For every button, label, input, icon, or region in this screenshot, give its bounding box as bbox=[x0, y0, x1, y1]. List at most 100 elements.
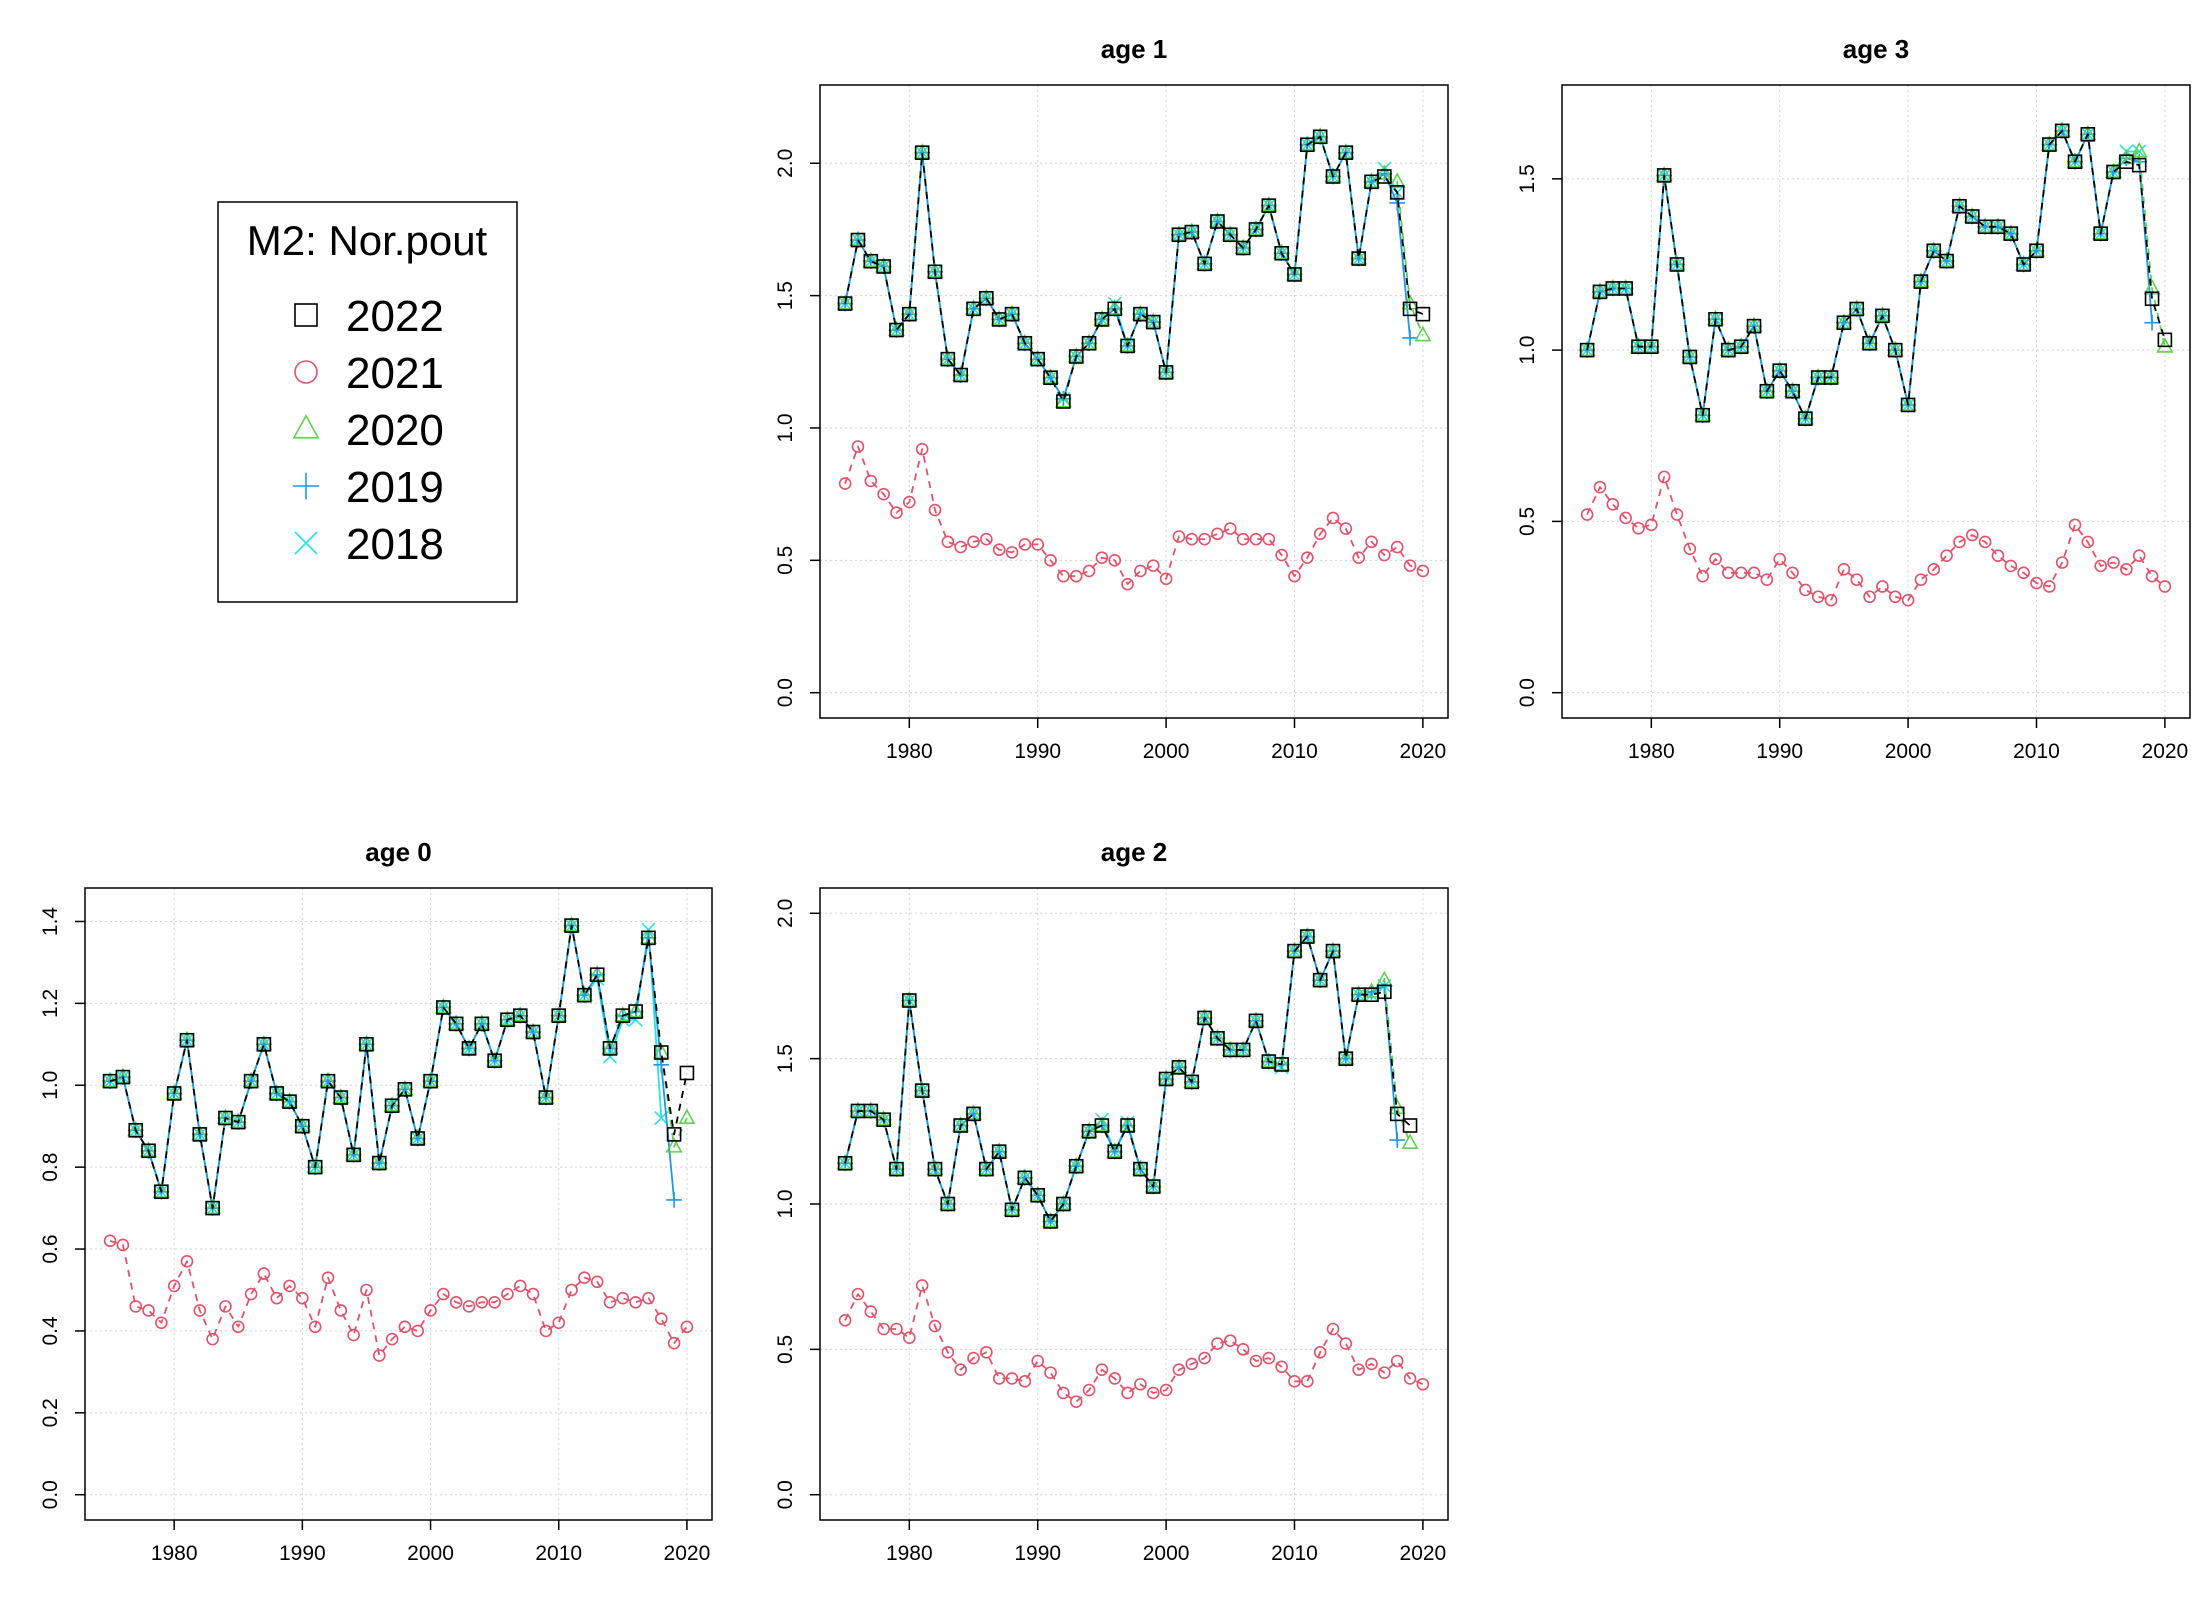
data-point-2022 bbox=[423, 1073, 438, 1089]
data-point-2022 bbox=[641, 930, 656, 946]
data-point-2021 bbox=[915, 1279, 929, 1292]
data-point-2020 bbox=[178, 1030, 196, 1047]
data-point-2021 bbox=[851, 440, 865, 453]
data-point-2022 bbox=[1759, 383, 1775, 399]
data-point-2021 bbox=[1953, 535, 1966, 549]
data-point-2021 bbox=[1211, 1337, 1224, 1350]
x-tick-label: 2000 bbox=[1885, 740, 1932, 763]
series-2020 bbox=[101, 916, 696, 1215]
data-point-2020 bbox=[165, 1083, 183, 1100]
data-point-2021 bbox=[411, 1324, 425, 1338]
data-point-2021 bbox=[1811, 590, 1825, 604]
data-point-2020 bbox=[293, 1116, 311, 1133]
data-point-2022 bbox=[1017, 1170, 1033, 1186]
series-2021 bbox=[838, 1279, 1430, 1408]
data-point-2021 bbox=[1824, 593, 1838, 607]
plot-frame-age2 bbox=[819, 887, 1449, 1521]
data-point-2020 bbox=[1196, 1008, 1214, 1024]
x-tick-label: 1980 bbox=[886, 740, 933, 763]
data-point-2021 bbox=[1850, 573, 1864, 586]
data-point-2022 bbox=[1377, 169, 1392, 184]
data-point-2020 bbox=[563, 916, 581, 932]
data-point-2020 bbox=[875, 257, 893, 273]
data-point-2022 bbox=[902, 993, 917, 1008]
data-point-2020 bbox=[422, 1071, 440, 1088]
data-point-2022 bbox=[154, 1184, 169, 1200]
data-point-2020 bbox=[1260, 196, 1278, 212]
data-point-2022 bbox=[2042, 137, 2057, 152]
data-point-2021 bbox=[1901, 593, 1915, 607]
grid-age3 bbox=[1562, 85, 2190, 718]
data-point-2020 bbox=[1106, 299, 1124, 315]
data-point-2020 bbox=[1093, 309, 1111, 326]
data-point-2022 bbox=[1056, 1196, 1071, 1212]
data-point-2021 bbox=[334, 1304, 348, 1317]
data-point-2020 bbox=[1835, 313, 1853, 329]
data-point-2020 bbox=[1350, 249, 1368, 265]
data-point-2019 bbox=[1402, 330, 1418, 346]
data-point-2021 bbox=[1146, 559, 1160, 572]
data-point-2022 bbox=[282, 1094, 297, 1109]
data-point-2020 bbox=[1745, 316, 1763, 333]
data-point-2022 bbox=[1094, 1118, 1110, 1133]
data-point-2022 bbox=[1030, 1187, 1046, 1203]
data-point-2020 bbox=[1106, 1142, 1124, 1158]
data-point-2022 bbox=[1094, 312, 1110, 327]
data-point-2020 bbox=[2066, 152, 2084, 168]
data-point-2020 bbox=[2053, 121, 2071, 137]
data-point-2021 bbox=[1146, 1386, 1160, 1400]
data-point-2020 bbox=[1771, 361, 1789, 377]
data-point-2020 bbox=[977, 1159, 995, 1176]
data-point-2021 bbox=[1198, 1351, 1211, 1365]
data-point-2020 bbox=[204, 1198, 222, 1215]
data-point-2022 bbox=[1107, 301, 1123, 317]
data-point-2021 bbox=[1031, 1354, 1045, 1368]
data-point-2021 bbox=[1837, 563, 1851, 576]
data-point-2020 bbox=[2156, 337, 2174, 353]
data-point-2022 bbox=[940, 1196, 956, 1212]
data-point-2020 bbox=[2015, 255, 2033, 271]
data-point-2020 bbox=[140, 1141, 158, 1157]
data-point-2022 bbox=[1798, 411, 1813, 426]
data-point-2022 bbox=[397, 1082, 413, 1097]
series-line-2020 bbox=[1586, 130, 2166, 420]
data-point-2021 bbox=[1403, 559, 1417, 572]
data-point-2021 bbox=[928, 1319, 942, 1333]
data-point-2020 bbox=[1784, 381, 1802, 398]
data-point-2021 bbox=[578, 1271, 591, 1285]
data-point-2022 bbox=[1389, 185, 1405, 200]
y-tick-label: 1.5 bbox=[774, 281, 797, 310]
y-tick-label: 0.4 bbox=[39, 1316, 62, 1346]
data-point-2019 bbox=[666, 1192, 682, 1208]
data-point-2020 bbox=[114, 1067, 132, 1084]
data-point-2022 bbox=[1133, 1161, 1148, 1177]
data-point-2021 bbox=[1185, 532, 1199, 546]
data-point-2022 bbox=[166, 1086, 182, 1101]
data-point-2022 bbox=[1708, 311, 1723, 327]
data-point-2021 bbox=[1185, 1357, 1199, 1371]
series-line-2021 bbox=[1586, 476, 2166, 602]
data-point-2020 bbox=[939, 1194, 957, 1210]
data-point-2021 bbox=[1108, 554, 1122, 567]
data-point-2020 bbox=[1119, 1116, 1137, 1132]
data-point-2020 bbox=[952, 365, 970, 382]
data-point-2022 bbox=[914, 1083, 930, 1098]
series-2020 bbox=[836, 127, 1432, 408]
series-line-2022 bbox=[844, 135, 1424, 403]
data-point-2022 bbox=[1120, 1118, 1135, 1133]
data-point-2020 bbox=[588, 965, 606, 981]
legend-label-2019: 2019 bbox=[346, 463, 444, 512]
data-point-2021 bbox=[941, 1345, 955, 1359]
data-point-2021 bbox=[1313, 527, 1327, 541]
data-point-2021 bbox=[385, 1332, 399, 1346]
data-point-2020 bbox=[1324, 941, 1342, 958]
data-point-2022 bbox=[979, 290, 994, 306]
data-point-2021 bbox=[1965, 528, 1979, 542]
data-point-2020 bbox=[447, 1014, 465, 1030]
data-point-2021 bbox=[1236, 532, 1250, 546]
data-point-2020 bbox=[1989, 217, 2007, 233]
data-point-2020 bbox=[1796, 409, 1814, 425]
data-point-2022 bbox=[1235, 1042, 1251, 1058]
data-point-2022 bbox=[1158, 1071, 1174, 1087]
data-point-2021 bbox=[1262, 532, 1276, 546]
